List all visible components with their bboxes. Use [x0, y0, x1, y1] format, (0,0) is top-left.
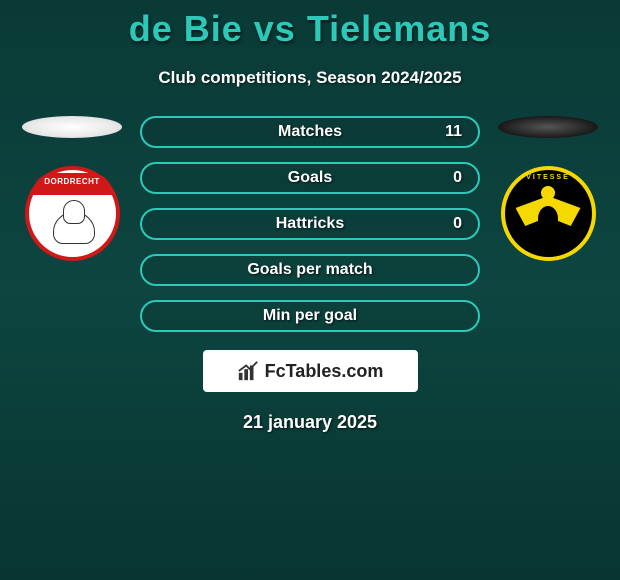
- stat-label: Matches: [278, 123, 342, 141]
- stat-row-goals: Goals 0: [140, 162, 480, 194]
- stat-label: Hattricks: [276, 215, 344, 233]
- dordrecht-sheep-icon: [45, 200, 100, 245]
- right-team-column: VITESSE: [498, 116, 598, 261]
- stat-value-right: 0: [453, 169, 462, 187]
- stats-list: Matches 11 Goals 0 Hattricks 0 Goals per…: [140, 116, 480, 332]
- stat-label: Goals: [288, 169, 332, 187]
- stat-label: Goals per match: [247, 261, 372, 279]
- right-team-name: VITESSE: [526, 174, 570, 181]
- vitesse-eagle-icon: [516, 186, 581, 241]
- branding-text: FcTables.com: [265, 361, 384, 382]
- stat-value-right: 0: [453, 215, 462, 233]
- left-ellipse-marker: [22, 116, 122, 138]
- stat-row-matches: Matches 11: [140, 116, 480, 148]
- page-subtitle: Club competitions, Season 2024/2025: [0, 68, 620, 88]
- chart-icon: [237, 360, 259, 382]
- stat-row-min-per-goal: Min per goal: [140, 300, 480, 332]
- comparison-content: DORDRECHT Matches 11 Goals 0 Hattricks 0…: [0, 116, 620, 332]
- left-team-logo: DORDRECHT: [25, 166, 120, 261]
- stat-value-right: 11: [445, 123, 462, 141]
- right-ellipse-marker: [498, 116, 598, 138]
- stat-row-hattricks: Hattricks 0: [140, 208, 480, 240]
- right-team-logo: VITESSE: [501, 166, 596, 261]
- page-title: de Bie vs Tielemans: [0, 0, 620, 50]
- stat-label: Min per goal: [263, 307, 357, 325]
- date-label: 21 january 2025: [0, 412, 620, 433]
- branding-badge: FcTables.com: [203, 350, 418, 392]
- left-team-name: DORDRECHT: [44, 177, 100, 186]
- left-team-column: DORDRECHT: [22, 116, 122, 261]
- stat-row-goals-per-match: Goals per match: [140, 254, 480, 286]
